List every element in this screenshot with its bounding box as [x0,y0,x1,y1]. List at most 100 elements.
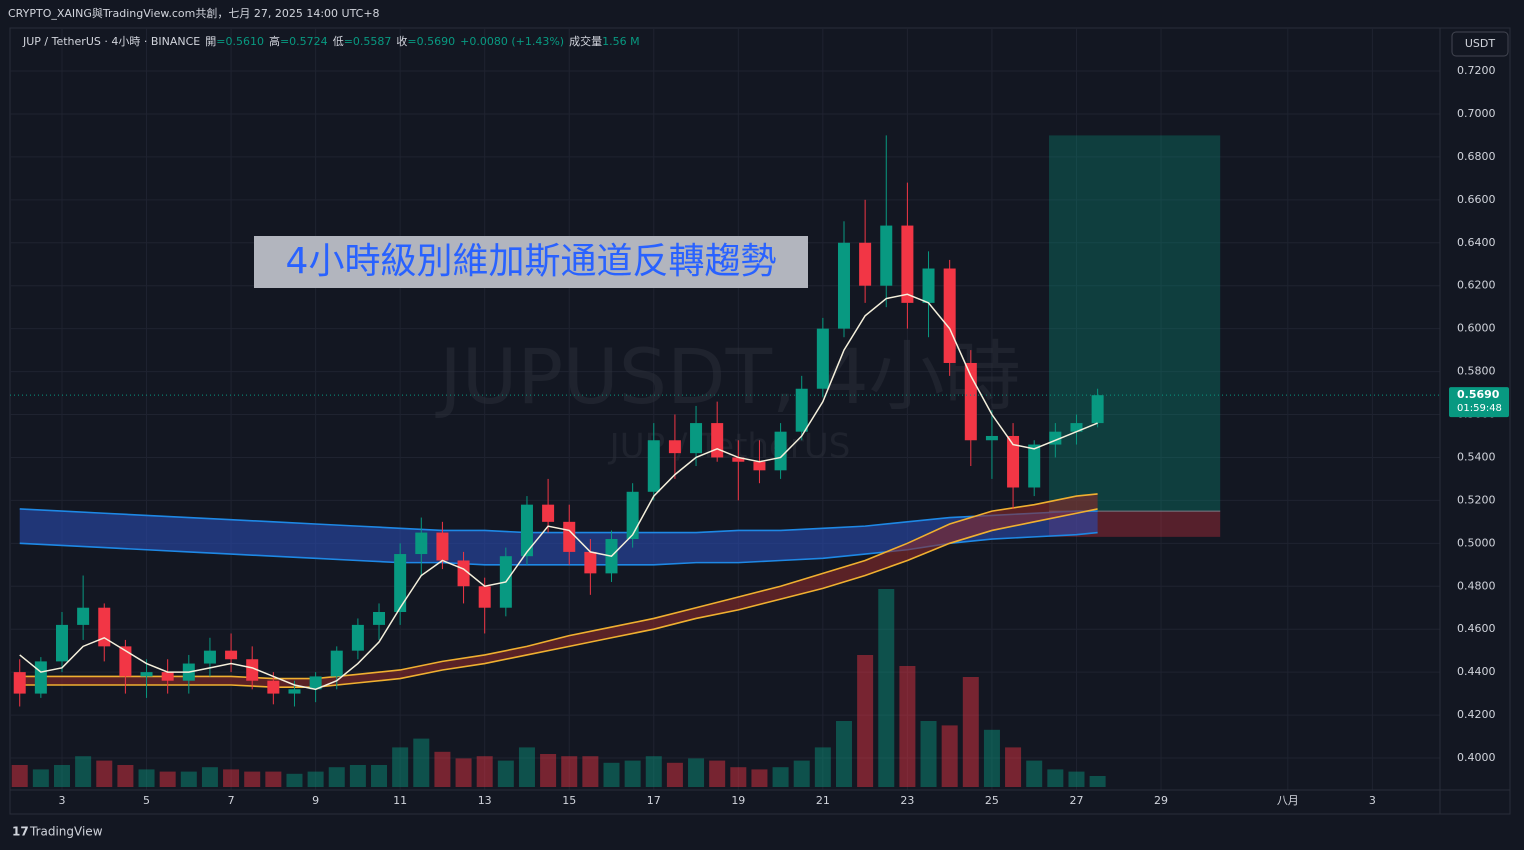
volume-bar [11,765,28,787]
x-tick-label: 13 [478,794,492,807]
legend: JUP / TetherUS · 4小時 · BINANCE 開=0.5610 高=… [22,34,640,48]
legend-item: 收 [396,34,407,48]
volume-bar [96,760,113,787]
volume-bar [730,767,747,787]
legend-item: JUP / TetherUS · 4小時 · BINANCE [22,35,200,48]
candle-body [203,650,216,664]
volume-bar [709,760,726,787]
legend-item: +0.0080 (+1.43%) [460,35,564,48]
candle-body [77,607,90,625]
candle-body [373,612,386,625]
volume-bar [75,756,92,787]
legend-item: =0.5724 [280,35,328,48]
candle-body [161,672,174,681]
volume-bar [1047,769,1064,787]
candle-body [880,225,893,286]
candle-body [520,504,533,557]
volume-bar [1005,747,1022,787]
y-tick-label: 0.4600 [1457,622,1496,635]
candle-body [985,435,998,441]
volume-bar [117,765,134,787]
x-tick-label: 7 [228,794,235,807]
volume-bar [920,721,937,787]
volume-bar [434,751,451,787]
last-price-label: 0.5690 [1457,388,1500,401]
volume-bar [244,771,261,787]
legend-item: 成交量 [569,34,602,48]
currency-button[interactable] [1451,31,1509,57]
watermark: JUPUSDT, 4小時 [435,332,1020,421]
candle-body [542,504,555,522]
y-tick-label: 0.5800 [1457,365,1496,378]
candle-body [415,532,428,555]
volume-bar [878,589,895,787]
y-tick-label: 0.6600 [1457,193,1496,206]
volume-bar [1089,776,1106,787]
volume-bar [1026,760,1043,787]
candle-body [901,225,914,303]
volume-bar [751,769,768,787]
candle-body [436,532,449,561]
volume-bar [201,767,218,787]
candle-body [267,680,280,694]
candle-body [837,242,850,329]
volume-bar [328,767,345,787]
brand-logo: 17 [12,825,29,839]
candle-body [753,461,766,471]
candle-body [55,624,68,662]
x-tick-label: 3 [1369,794,1376,807]
volume-bar [307,771,324,787]
volume-bar [857,655,874,787]
y-tick-label: 0.5000 [1457,536,1496,549]
volume-bar [540,754,557,787]
x-tick-label: 3 [58,794,65,807]
candle-body [1070,423,1083,432]
x-tick-label: 5 [143,794,150,807]
y-tick-label: 0.4800 [1457,579,1496,592]
y-tick-label: 0.7200 [1457,64,1496,77]
x-tick-label: 19 [731,794,745,807]
volume-bar [983,729,1000,787]
y-tick-label: 0.6400 [1457,236,1496,249]
countdown: 01:59:48 [1457,403,1502,414]
volume-bar [793,760,810,787]
candle-body [816,328,829,389]
candle-body [288,689,301,694]
legend-item: 1.56 M [602,35,639,48]
legend-item: 高 [269,34,280,48]
volume-bar [1068,771,1085,787]
annotation-box [254,236,808,288]
candle-body [922,268,935,303]
candle-body [1007,435,1020,488]
volume-bar [899,666,916,787]
volume-bar [413,738,430,787]
x-tick-label: 21 [816,794,830,807]
volume-bar [138,769,155,787]
volume-bar [371,765,388,787]
candle-body [119,646,132,677]
candle-body [774,431,787,471]
volume-bar [603,762,620,787]
band-fill [19,493,1098,688]
annotation: 4小時級別維加斯通道反轉趨勢 [286,241,777,282]
legend-item: =0.5610 [216,35,264,48]
x-tick-label: 15 [562,794,576,807]
volume-bar [518,747,535,787]
volume-bar [941,725,958,787]
candle-body [225,650,238,660]
legend-item: 低 [333,35,344,48]
y-tick-label: 0.7000 [1457,107,1496,120]
candle-body [584,551,597,574]
currency: USDT [1465,37,1496,50]
volume-bar [772,767,789,787]
y-tick-label: 0.6800 [1457,150,1496,163]
volume-bar [349,765,366,787]
legend-item: 開 [205,35,216,48]
volume-bar [32,769,49,787]
legend-item: =0.5690 [407,35,455,48]
candle-body [563,521,576,552]
candle-body [98,607,111,647]
candle-body [626,491,639,540]
volume-bar [223,769,240,787]
x-tick-label: 17 [647,794,661,807]
